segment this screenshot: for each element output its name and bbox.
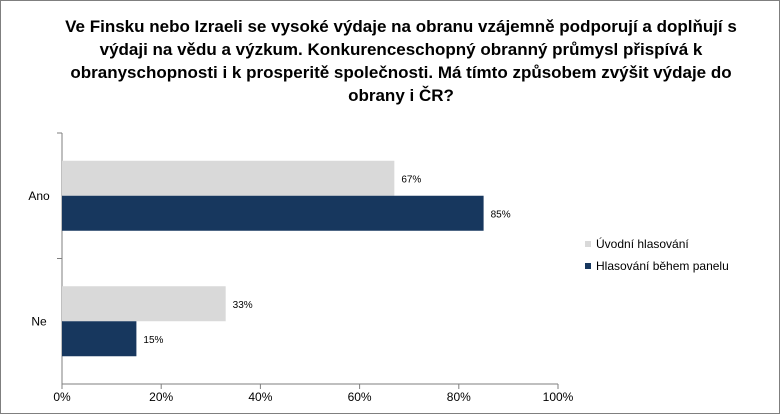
bar: [62, 160, 395, 196]
category-label: Ano: [28, 189, 50, 203]
x-tick-label: 80%: [447, 390, 471, 404]
legend-swatch: [585, 263, 591, 269]
data-label: 67%: [401, 174, 421, 185]
category-label: Ne: [31, 314, 47, 328]
chart-title: Ve Finsku nebo Izraeli se vysoké výdaje …: [65, 17, 737, 105]
x-tick-label: 60%: [348, 390, 372, 404]
data-label: 15%: [143, 335, 163, 346]
bar: [62, 286, 226, 322]
x-tick-label: 0%: [53, 390, 71, 404]
bar: [62, 195, 484, 231]
bar: [62, 321, 137, 357]
legend-swatch: [585, 241, 591, 247]
data-label: 33%: [233, 300, 253, 311]
legend-label: Úvodní hlasování: [596, 236, 689, 251]
legend-label: Hlasování během panelu: [596, 259, 729, 273]
x-tick-label: 20%: [149, 390, 173, 404]
data-label: 85%: [491, 209, 511, 220]
x-tick-label: 100%: [543, 390, 574, 404]
x-tick-label: 40%: [248, 390, 272, 404]
